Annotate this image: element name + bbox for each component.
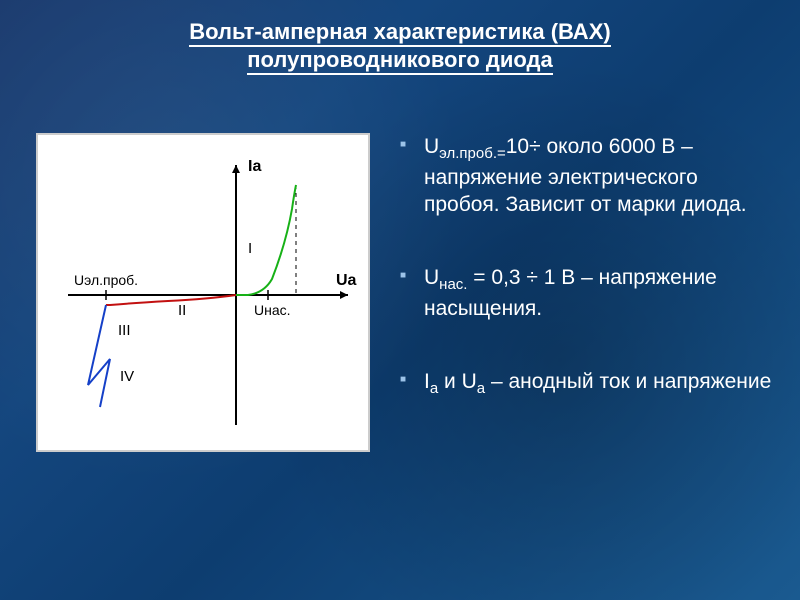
content-row: UаIаUнас.Uэл.проб.IIIIIIIV Uэл.проб.=10÷… [0, 133, 800, 452]
slide-title: Вольт-амперная характеристика (ВАХ) полу… [0, 0, 800, 73]
chart-bg [38, 135, 368, 445]
region-label: II [178, 302, 186, 319]
region-label: I [248, 240, 252, 257]
title-line-2: полупроводникового диода [247, 47, 553, 75]
region-label: III [118, 322, 131, 339]
label-u-nas: Uнас. [254, 302, 291, 318]
title-line-1: Вольт-амперная характеристика (ВАХ) [189, 19, 610, 47]
y-axis-label: Iа [248, 158, 261, 175]
vah-chart-panel: UаIаUнас.Uэл.проб.IIIIIIIV [36, 133, 370, 452]
bullet-item: Uнас. = 0,3 ÷ 1 В – напряжение насыщения… [400, 264, 774, 322]
label-u-elprob: Uэл.проб. [74, 272, 138, 288]
x-axis-label: Uа [336, 272, 357, 289]
bullet-item: Iа и Uа – анодный ток и напряжение [400, 368, 774, 399]
bullet-list: Uэл.проб.=10÷ около 6000 В – напряжение … [400, 133, 774, 452]
bullet-item: Uэл.проб.=10÷ около 6000 В – напряжение … [400, 133, 774, 218]
region-label: IV [120, 368, 134, 385]
vah-chart: UаIаUнас.Uэл.проб.IIIIIIIV [38, 135, 368, 445]
